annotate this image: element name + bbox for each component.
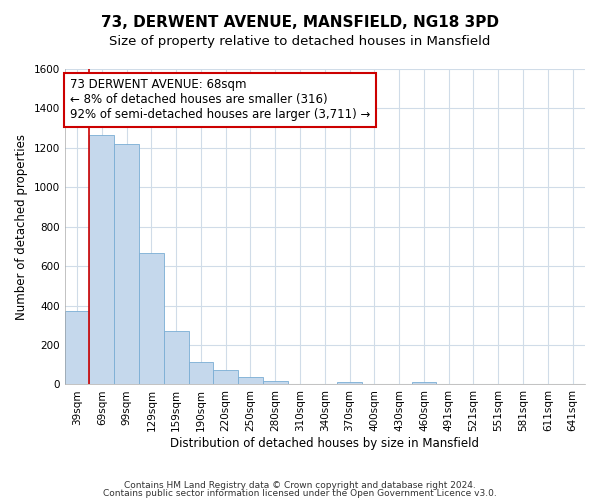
Text: Size of property relative to detached houses in Mansfield: Size of property relative to detached ho… (109, 35, 491, 48)
Bar (238, 377, 263, 384)
Text: 73, DERWENT AVENUE, MANSFIELD, NG18 3PD: 73, DERWENT AVENUE, MANSFIELD, NG18 3PD (101, 15, 499, 30)
Bar (337, 382, 362, 384)
Bar (114, 144, 139, 384)
Bar (214, 370, 238, 384)
Bar (164, 331, 188, 384)
Bar (412, 382, 436, 384)
Bar (188, 362, 214, 384)
Bar (139, 254, 164, 384)
Text: Contains HM Land Registry data © Crown copyright and database right 2024.: Contains HM Land Registry data © Crown c… (124, 481, 476, 490)
Bar (89, 135, 114, 384)
Bar (263, 380, 287, 384)
Y-axis label: Number of detached properties: Number of detached properties (15, 134, 28, 320)
Bar (65, 310, 89, 384)
Text: 73 DERWENT AVENUE: 68sqm
← 8% of detached houses are smaller (316)
92% of semi-d: 73 DERWENT AVENUE: 68sqm ← 8% of detache… (70, 78, 370, 122)
X-axis label: Distribution of detached houses by size in Mansfield: Distribution of detached houses by size … (170, 437, 479, 450)
Text: Contains public sector information licensed under the Open Government Licence v3: Contains public sector information licen… (103, 488, 497, 498)
